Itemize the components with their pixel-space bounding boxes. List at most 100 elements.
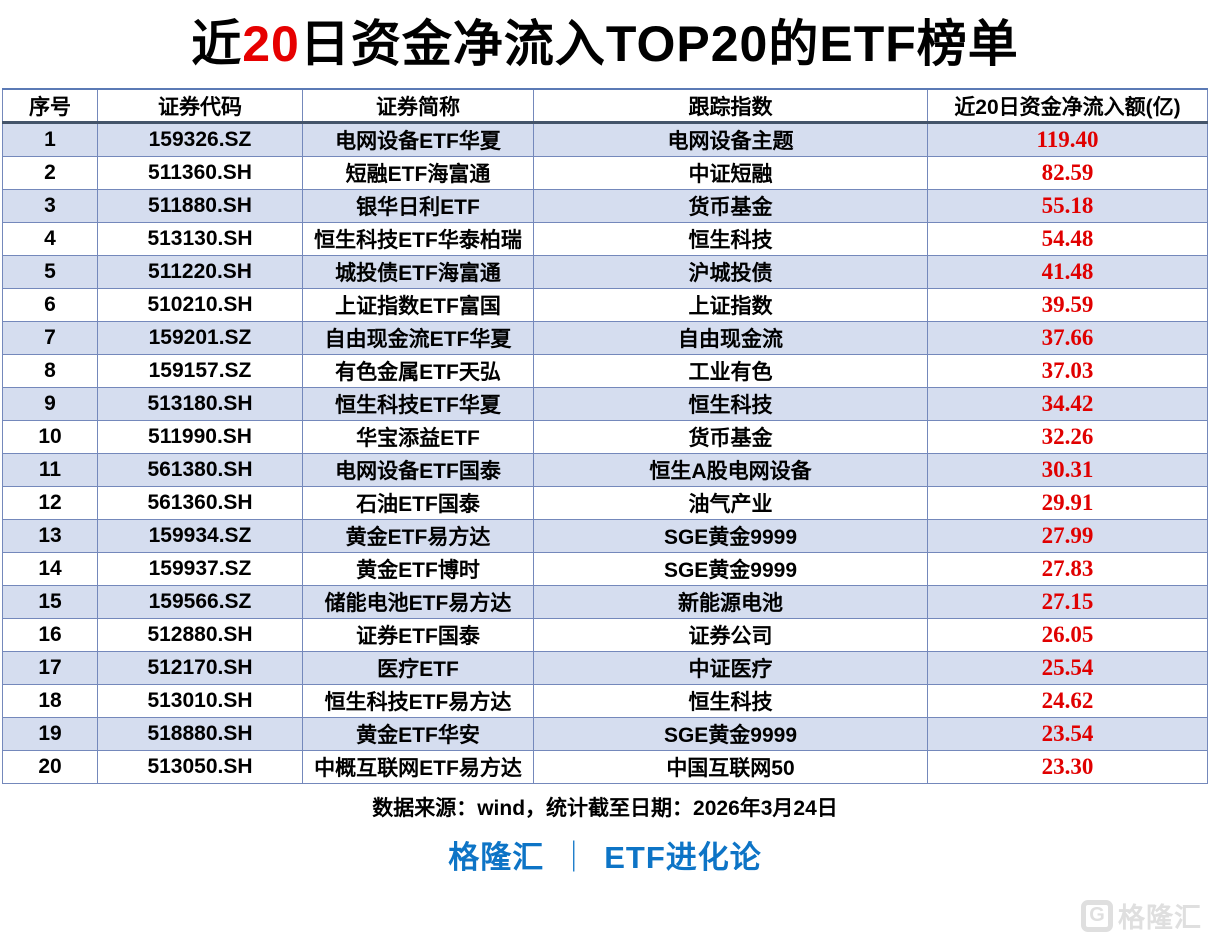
index-cell: 证券公司 [533,618,928,652]
table-row: 18 513010.SH 恒生科技ETF易方达 恒生科技 24.62 [2,684,1208,718]
index-cell: SGE黄金9999 [533,717,928,751]
page-title: 近20日资金净流入TOP20的ETF榜单 [0,0,1210,88]
column-header-4: 跟踪指数 [533,88,928,124]
value-cell: 37.03 [927,354,1208,388]
name-cell: 上证指数ETF富国 [302,288,534,322]
table-row: 17 512170.SH 医疗ETF 中证医疗 25.54 [2,651,1208,685]
code-cell: 159566.SZ [97,585,303,619]
table-row: 9 513180.SH 恒生科技ETF华夏 恒生科技 34.42 [2,387,1208,421]
name-cell: 储能电池ETF易方达 [302,585,534,619]
table-row: 8 159157.SZ 有色金属ETF天弘 工业有色 37.03 [2,354,1208,388]
table-row: 19 518880.SH 黄金ETF华安 SGE黄金9999 23.54 [2,717,1208,751]
rank-cell: 3 [2,189,98,223]
index-cell: 工业有色 [533,354,928,388]
table-row: 1 159326.SZ 电网设备ETF华夏 电网设备主题 119.40 [2,122,1208,157]
value-cell: 32.26 [927,420,1208,454]
table-row: 11 561380.SH 电网设备ETF国泰 恒生A股电网设备 30.31 [2,453,1208,487]
index-cell: 新能源电池 [533,585,928,619]
table-row: 10 511990.SH 华宝添益ETF 货币基金 32.26 [2,420,1208,454]
table-row: 13 159934.SZ 黄金ETF易方达 SGE黄金9999 27.99 [2,519,1208,553]
index-cell: 沪城投债 [533,255,928,289]
index-cell: 恒生A股电网设备 [533,453,928,487]
value-cell: 119.40 [927,122,1208,157]
value-cell: 27.15 [927,585,1208,619]
rank-cell: 6 [2,288,98,322]
column-header-5: 近20日资金净流入额(亿) [927,88,1208,124]
name-cell: 华宝添益ETF [302,420,534,454]
code-cell: 561380.SH [97,453,303,487]
rank-cell: 5 [2,255,98,289]
rank-cell: 12 [2,486,98,520]
table-row: 15 159566.SZ 储能电池ETF易方达 新能源电池 27.15 [2,585,1208,619]
column-header-3: 证券简称 [302,88,534,124]
value-cell: 30.31 [927,453,1208,487]
value-cell: 24.62 [927,684,1208,718]
rank-cell: 17 [2,651,98,685]
rank-cell: 8 [2,354,98,388]
name-cell: 恒生科技ETF华夏 [302,387,534,421]
code-cell: 511990.SH [97,420,303,454]
rank-cell: 2 [2,156,98,190]
code-cell: 159937.SZ [97,552,303,586]
table-row: 16 512880.SH 证券ETF国泰 证券公司 26.05 [2,618,1208,652]
title-prefix: 近 [191,16,243,72]
value-cell: 27.83 [927,552,1208,586]
table-row: 12 561360.SH 石油ETF国泰 油气产业 29.91 [2,486,1208,520]
index-cell: 中证短融 [533,156,928,190]
brand-footer: 格隆汇 ｜ ETF进化论 [0,832,1210,877]
name-cell: 短融ETF海富通 [302,156,534,190]
index-cell: SGE黄金9999 [533,552,928,586]
table-row: 20 513050.SH 中概互联网ETF易方达 中国互联网50 23.30 [2,750,1208,784]
title-suffix: 日资金净流入TOP20的ETF榜单 [299,16,1019,72]
table-header-row: 序号 证券代码 证券简称 跟踪指数 近20日资金净流入额(亿) [2,88,1208,124]
name-cell: 电网设备ETF华夏 [302,122,534,157]
value-cell: 25.54 [927,651,1208,685]
name-cell: 银华日利ETF [302,189,534,223]
table-row: 3 511880.SH 银华日利ETF 货币基金 55.18 [2,189,1208,223]
watermark-label: 格隆汇 [1118,903,1202,933]
value-cell: 55.18 [927,189,1208,223]
code-cell: 512880.SH [97,618,303,652]
table-row: 14 159937.SZ 黄金ETF博时 SGE黄金9999 27.83 [2,552,1208,586]
value-cell: 27.99 [927,519,1208,553]
name-cell: 恒生科技ETF华泰柏瑞 [302,222,534,256]
name-cell: 石油ETF国泰 [302,486,534,520]
code-cell: 510210.SH [97,288,303,322]
code-cell: 511360.SH [97,156,303,190]
name-cell: 黄金ETF博时 [302,552,534,586]
rank-cell: 18 [2,684,98,718]
rank-cell: 1 [2,122,98,157]
code-cell: 513180.SH [97,387,303,421]
rank-cell: 11 [2,453,98,487]
etf-table: 序号 证券代码 证券简称 跟踪指数 近20日资金净流入额(亿) 1 159326.SZ 电网… [2,88,1208,784]
value-cell: 41.48 [927,255,1208,289]
rank-cell: 9 [2,387,98,421]
name-cell: 电网设备ETF国泰 [302,453,534,487]
name-cell: 证券ETF国泰 [302,618,534,652]
code-cell: 513050.SH [97,750,303,784]
column-header-1: 序号 [2,88,98,124]
value-cell: 34.42 [927,387,1208,421]
name-cell: 自由现金流ETF华夏 [302,321,534,355]
index-cell: 上证指数 [533,288,928,322]
brand-separator: ｜ [558,840,591,875]
rank-cell: 4 [2,222,98,256]
table-row: 5 511220.SH 城投债ETF海富通 沪城投债 41.48 [2,255,1208,289]
name-cell: 中概互联网ETF易方达 [302,750,534,784]
index-cell: 油气产业 [533,486,928,520]
index-cell: 恒生科技 [533,222,928,256]
index-cell: 货币基金 [533,189,928,223]
value-cell: 39.59 [927,288,1208,322]
name-cell: 黄金ETF易方达 [302,519,534,553]
name-cell: 城投债ETF海富通 [302,255,534,289]
table-body: 1 159326.SZ 电网设备ETF华夏 电网设备主题 119.40 2 511360.S… [2,122,1208,784]
rank-cell: 16 [2,618,98,652]
index-cell: 货币基金 [533,420,928,454]
code-cell: 511220.SH [97,255,303,289]
name-cell: 恒生科技ETF易方达 [302,684,534,718]
value-cell: 29.91 [927,486,1208,520]
index-cell: 恒生科技 [533,387,928,421]
table-row: 6 510210.SH 上证指数ETF富国 上证指数 39.59 [2,288,1208,322]
rank-cell: 15 [2,585,98,619]
